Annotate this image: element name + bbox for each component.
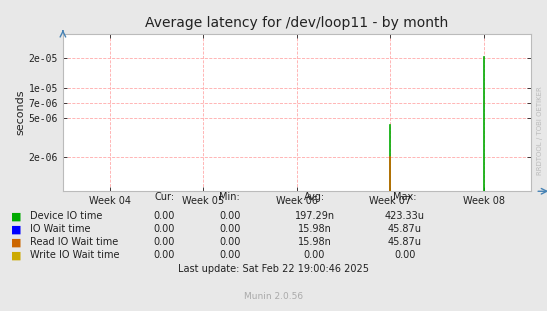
Text: 0.00: 0.00	[153, 224, 175, 234]
Title: Average latency for /dev/loop11 - by month: Average latency for /dev/loop11 - by mon…	[145, 16, 449, 30]
Text: 0.00: 0.00	[153, 250, 175, 260]
Text: 0.00: 0.00	[304, 250, 325, 260]
Text: Read IO Wait time: Read IO Wait time	[30, 237, 118, 247]
Text: IO Wait time: IO Wait time	[30, 224, 91, 234]
Text: 423.33u: 423.33u	[385, 211, 425, 221]
Text: 0.00: 0.00	[219, 224, 241, 234]
Text: Write IO Wait time: Write IO Wait time	[30, 250, 120, 260]
Text: 0.00: 0.00	[219, 250, 241, 260]
Text: 197.29n: 197.29n	[294, 211, 335, 221]
Text: Last update: Sat Feb 22 19:00:46 2025: Last update: Sat Feb 22 19:00:46 2025	[178, 264, 369, 274]
Text: Device IO time: Device IO time	[30, 211, 102, 221]
Text: ■: ■	[11, 211, 21, 221]
Text: Cur:: Cur:	[154, 192, 174, 202]
Text: ■: ■	[11, 250, 21, 260]
Text: Munin 2.0.56: Munin 2.0.56	[244, 292, 303, 300]
Text: 0.00: 0.00	[153, 237, 175, 247]
Text: Min:: Min:	[219, 192, 240, 202]
Text: 15.98n: 15.98n	[298, 237, 331, 247]
Text: ■: ■	[11, 237, 21, 247]
Y-axis label: seconds: seconds	[16, 90, 26, 136]
Text: 0.00: 0.00	[394, 250, 416, 260]
Text: 15.98n: 15.98n	[298, 224, 331, 234]
Text: 45.87u: 45.87u	[388, 224, 422, 234]
Text: Max:: Max:	[393, 192, 416, 202]
Text: 0.00: 0.00	[153, 211, 175, 221]
Text: ■: ■	[11, 224, 21, 234]
Text: 45.87u: 45.87u	[388, 237, 422, 247]
Text: RRDTOOL / TOBI OETIKER: RRDTOOL / TOBI OETIKER	[537, 86, 543, 175]
Text: 0.00: 0.00	[219, 237, 241, 247]
Text: Avg:: Avg:	[304, 192, 325, 202]
Text: 0.00: 0.00	[219, 211, 241, 221]
